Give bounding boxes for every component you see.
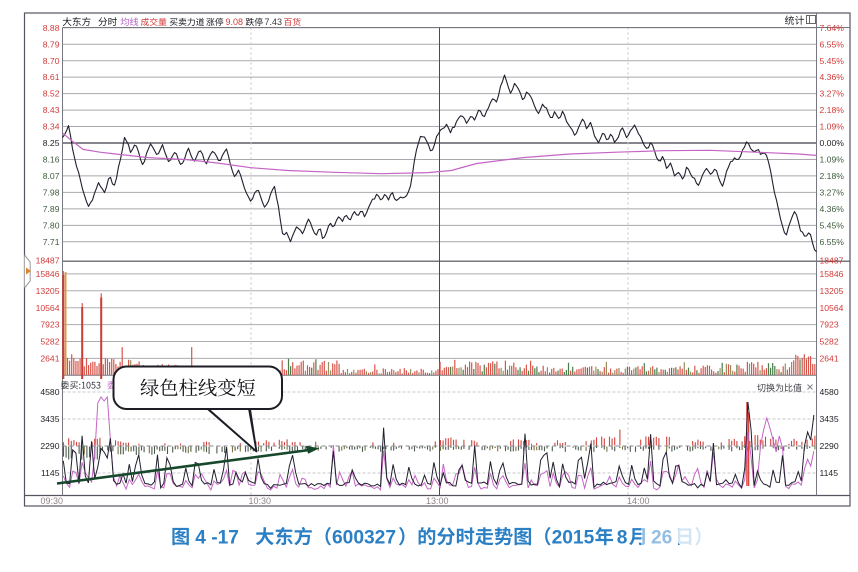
svg-text:1145: 1145 [41,468,60,478]
svg-text:10564: 10564 [820,303,844,313]
svg-text:7.71: 7.71 [43,237,60,247]
svg-text:13205: 13205 [36,286,60,296]
svg-text:3435: 3435 [40,414,59,424]
svg-text:1145: 1145 [820,468,839,478]
svg-text:600327: 600327 [332,528,396,549]
svg-text:7.80: 7.80 [43,220,60,230]
svg-text:3.27%: 3.27% [820,188,845,198]
svg-text:4580: 4580 [820,387,839,397]
svg-text:7.64%: 7.64% [820,23,845,33]
svg-text:0.00%: 0.00% [820,138,845,148]
svg-text:2015: 2015 [552,528,595,549]
svg-text:18487: 18487 [36,256,60,266]
svg-text:8.79: 8.79 [43,39,60,49]
svg-text:8: 8 [617,528,628,549]
svg-text:18487: 18487 [820,256,844,266]
svg-text:13205: 13205 [820,286,844,296]
svg-text:5282: 5282 [820,337,839,347]
svg-text:2.18%: 2.18% [820,171,845,181]
svg-text:5.45%: 5.45% [820,220,845,230]
svg-text:8.70: 8.70 [43,56,60,66]
svg-text:1.09%: 1.09% [820,122,845,132]
svg-text:09:30: 09:30 [41,496,64,506]
svg-text:15846: 15846 [820,269,844,279]
svg-text:7923: 7923 [820,320,839,330]
svg-text:5.45%: 5.45% [820,56,845,66]
svg-text:8.88: 8.88 [43,23,60,33]
svg-text:7.43: 7.43 [265,17,283,27]
svg-text:2.18%: 2.18% [820,105,845,115]
svg-text:8.61: 8.61 [43,72,60,82]
svg-text:8.52: 8.52 [43,89,60,99]
svg-text:7.98: 7.98 [43,188,60,198]
svg-text:14:00: 14:00 [627,496,650,506]
svg-text:13:00: 13:00 [426,496,449,506]
svg-text:8.16: 8.16 [43,155,60,165]
svg-text:4.36%: 4.36% [820,72,845,82]
svg-text:2290: 2290 [820,441,839,451]
svg-text:7923: 7923 [40,320,59,330]
svg-text:5282: 5282 [40,337,59,347]
svg-text:3435: 3435 [820,414,839,424]
svg-text:8.07: 8.07 [43,171,60,181]
svg-text:6.55%: 6.55% [820,39,845,49]
svg-text:8.25: 8.25 [43,138,60,148]
svg-text:2641: 2641 [40,354,59,364]
svg-text:7.89: 7.89 [43,204,60,214]
svg-text:4 -17: 4 -17 [195,528,239,549]
svg-text:2290: 2290 [40,441,59,451]
svg-text:6.55%: 6.55% [820,237,845,247]
svg-text:10564: 10564 [36,303,60,313]
svg-text:2641: 2641 [820,354,839,364]
svg-text:8.34: 8.34 [43,122,60,132]
svg-text:4.36%: 4.36% [820,204,845,214]
svg-text:4580: 4580 [40,387,59,397]
svg-text:15846: 15846 [36,269,60,279]
svg-text:8.43: 8.43 [43,105,60,115]
svg-text:10:30: 10:30 [249,496,272,506]
svg-text:1.09%: 1.09% [820,155,845,165]
svg-text:9.08: 9.08 [226,17,244,27]
svg-text:3.27%: 3.27% [820,89,845,99]
